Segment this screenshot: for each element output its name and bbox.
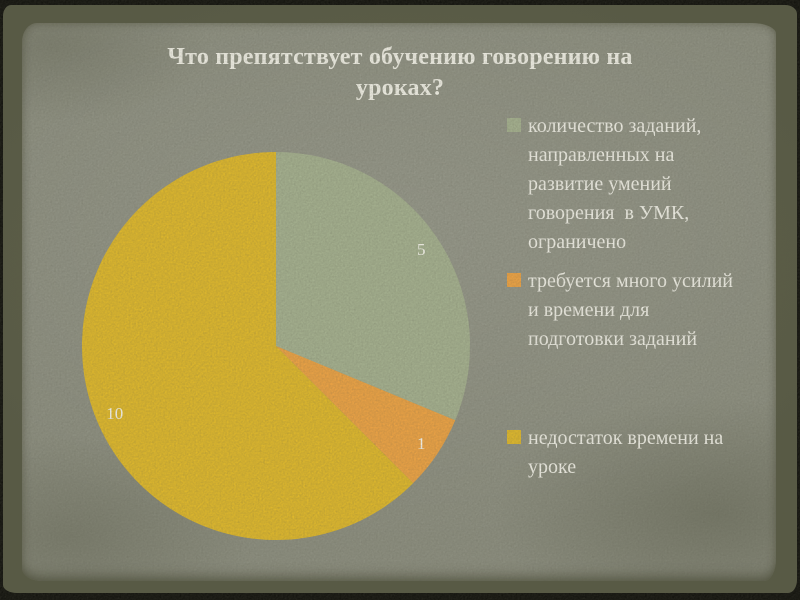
pie-chart: 5 1 10 — [82, 152, 470, 540]
legend-item: недостаток времени на уроке — [507, 424, 733, 482]
slide-title-line-2: уроках? — [355, 75, 445, 101]
legend-item-label: недостаток времени на уроке — [528, 427, 729, 478]
pie-value-label-3: 10 — [106, 404, 123, 423]
slide-title: Что препятствует обучению говорению на у… — [80, 42, 720, 104]
legend-item-label: количество заданий, направленных на разв… — [528, 115, 707, 253]
legend-item: количество заданий, направленных на разв… — [507, 112, 733, 257]
pie-value-label-2: 1 — [417, 434, 426, 453]
slide-title-line-1: Что препятствует обучению говорению на — [167, 44, 633, 70]
legend-item: требуется много усилий и времени для под… — [507, 267, 733, 354]
legend-color-swatch-icon — [507, 273, 521, 287]
legend-color-swatch-icon — [507, 118, 521, 132]
pie-value-label-1: 5 — [417, 240, 426, 259]
legend-color-swatch-icon — [507, 430, 521, 444]
legend-item-label: требуется много усилий и времени для под… — [528, 270, 733, 350]
pie-chart-area: 5 1 10 — [82, 152, 470, 540]
